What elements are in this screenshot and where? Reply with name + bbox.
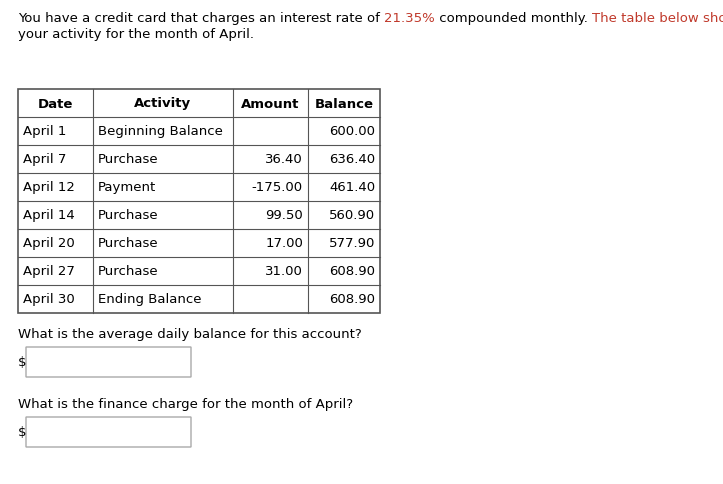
Text: 461.40: 461.40 [329, 181, 375, 194]
Text: Beginning Balance: Beginning Balance [98, 125, 223, 138]
Text: April 7: April 7 [23, 153, 67, 166]
Text: 99.50: 99.50 [265, 209, 303, 222]
Text: Amount: Amount [241, 97, 300, 110]
Text: Date: Date [38, 97, 73, 110]
Text: 636.40: 636.40 [329, 153, 375, 166]
Text: 560.90: 560.90 [329, 209, 375, 222]
Text: April 30: April 30 [23, 293, 74, 306]
Text: Balance: Balance [315, 97, 374, 110]
Text: Payment: Payment [98, 181, 156, 194]
Text: April 1: April 1 [23, 125, 67, 138]
Text: your activity for the month of April.: your activity for the month of April. [18, 28, 254, 41]
Text: April 12: April 12 [23, 181, 75, 194]
FancyBboxPatch shape [26, 417, 191, 447]
Text: Purchase: Purchase [98, 265, 158, 278]
Text: $: $ [18, 356, 27, 369]
Text: 577.90: 577.90 [329, 237, 375, 250]
Text: April 27: April 27 [23, 265, 75, 278]
Text: April 14: April 14 [23, 209, 74, 222]
Text: compounded monthly.: compounded monthly. [435, 12, 592, 25]
Text: $: $ [18, 425, 27, 439]
Text: Purchase: Purchase [98, 153, 158, 166]
Text: 608.90: 608.90 [329, 265, 375, 278]
Text: Purchase: Purchase [98, 209, 158, 222]
Text: -175.00: -175.00 [252, 181, 303, 194]
Text: What is the finance charge for the month of April?: What is the finance charge for the month… [18, 397, 353, 410]
Text: 21.35%: 21.35% [384, 12, 435, 25]
Text: 600.00: 600.00 [329, 125, 375, 138]
Text: You have a credit card that charges an interest rate of: You have a credit card that charges an i… [18, 12, 384, 25]
Text: Activity: Activity [134, 97, 192, 110]
Text: Ending Balance: Ending Balance [98, 293, 202, 306]
Text: 17.00: 17.00 [265, 237, 303, 250]
Text: 31.00: 31.00 [265, 265, 303, 278]
Text: The table below shows: The table below shows [592, 12, 723, 25]
Text: 36.40: 36.40 [265, 153, 303, 166]
Text: 608.90: 608.90 [329, 293, 375, 306]
FancyBboxPatch shape [26, 348, 191, 377]
Text: Purchase: Purchase [98, 237, 158, 250]
Text: April 20: April 20 [23, 237, 74, 250]
Bar [18, 90, 380, 313]
Text: What is the average daily balance for this account?: What is the average daily balance for th… [18, 327, 362, 340]
